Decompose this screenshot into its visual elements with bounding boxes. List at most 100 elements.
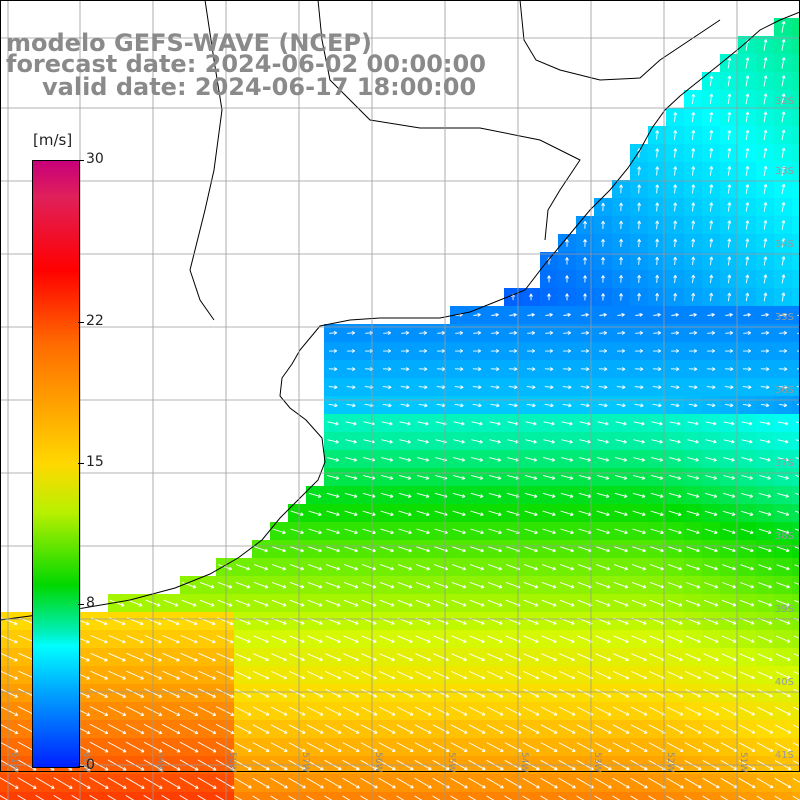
wind-speed-cell (792, 648, 800, 667)
wind-arrow (777, 421, 789, 426)
wind-arrow (723, 457, 735, 462)
wind-arrow (652, 403, 662, 408)
wind-arrow (707, 349, 716, 353)
wind-arrow (470, 474, 484, 480)
wind-arrow (342, 795, 351, 800)
wind-arrow (745, 93, 750, 105)
wind-arrow (615, 457, 628, 462)
wind-arrow (288, 795, 297, 800)
wind-arrow (491, 312, 499, 317)
wind-arrow (486, 706, 504, 716)
wind-arrow (637, 166, 642, 176)
wind-arrow (691, 148, 696, 158)
wind-arrow (360, 795, 369, 800)
wind-arrow (398, 564, 413, 571)
wind-arrow (650, 510, 664, 516)
wind-arrow (454, 403, 464, 408)
wind-arrow (380, 546, 394, 553)
longitude-label: 54W (519, 752, 529, 772)
wind-arrow (673, 111, 678, 122)
wind-arrow (179, 706, 199, 716)
wind-arrow (684, 795, 693, 800)
wind-arrow (451, 581, 467, 589)
wind-arrow (491, 330, 500, 335)
wind-speed-cell (36, 792, 55, 800)
wind-arrow (669, 457, 682, 462)
wind-arrow (216, 670, 234, 680)
wind-arrow (378, 777, 396, 789)
wind-arrow (324, 706, 342, 716)
wind-arrow (781, 75, 786, 87)
wind-speed-cell (792, 522, 800, 541)
wind-arrow (108, 635, 126, 644)
wind-arrow (633, 439, 645, 444)
wind-arrow (547, 275, 551, 283)
wind-arrow (781, 21, 786, 33)
wind-arrow (673, 238, 678, 248)
wind-arrow (470, 564, 485, 571)
wind-arrow (398, 510, 412, 517)
wind-arrow (235, 635, 251, 643)
wind-arrow (306, 795, 315, 800)
wind-arrow (757, 688, 773, 698)
wind-arrow (794, 546, 800, 550)
wind-arrow (473, 312, 481, 317)
wind-arrow (398, 546, 412, 553)
wind-speed-cell (288, 792, 307, 800)
wind-speed-cell (792, 144, 800, 163)
wind-arrow (687, 457, 699, 462)
wind-arrow (329, 349, 338, 353)
wind-arrow (580, 367, 590, 372)
wind-arrow (362, 510, 376, 517)
wind-speed-cell (792, 18, 800, 37)
wind-arrow (763, 147, 768, 159)
wind-arrow (560, 546, 574, 553)
wind-arrow (326, 564, 341, 571)
wind-arrow (779, 349, 788, 353)
wind-arrow (524, 546, 538, 553)
wind-arrow (559, 670, 576, 680)
wind-arrow (706, 385, 716, 390)
wind-arrow (763, 292, 768, 302)
wind-arrow (671, 330, 680, 335)
wind-arrow (704, 492, 718, 498)
wind-arrow (596, 546, 610, 553)
wind-arrow (666, 777, 684, 789)
wind-arrow (451, 653, 467, 662)
wind-arrow (671, 312, 679, 317)
wind-arrow (637, 184, 642, 194)
wind-arrow (527, 349, 536, 353)
wind-arrow (396, 706, 414, 716)
wind-arrow (326, 528, 340, 535)
wind-arrow (382, 367, 392, 372)
wind-speed-cell (540, 792, 559, 800)
wind-arrow (270, 706, 288, 716)
wind-arrow (669, 421, 681, 426)
wind-arrow (453, 457, 466, 462)
wind-arrow (161, 706, 181, 716)
wind-arrow (180, 670, 198, 680)
wind-speed-cell (792, 342, 800, 361)
wind-arrow (504, 742, 522, 752)
wind-arrow (725, 349, 734, 353)
wind-arrow (489, 457, 502, 462)
wind-arrow (709, 220, 714, 230)
wind-arrow (668, 564, 683, 571)
wind-arrow (416, 564, 431, 571)
wind-arrow (727, 238, 732, 248)
wind-arrow (705, 457, 717, 462)
wind-arrow (792, 760, 800, 765)
wind-arrow (758, 582, 772, 589)
wind-speed-cell (792, 540, 800, 559)
wind-arrow (234, 706, 252, 716)
wind-arrow (596, 510, 610, 517)
wind-arrow (649, 581, 665, 589)
wind-arrow (17, 777, 37, 789)
wind-arrow (347, 349, 356, 353)
wind-arrow (0, 670, 18, 680)
wind-arrow (308, 492, 322, 498)
wind-arrow (757, 671, 773, 680)
wind-arrow (529, 293, 533, 301)
wind-arrow (738, 777, 756, 789)
wind-arrow (468, 724, 486, 734)
